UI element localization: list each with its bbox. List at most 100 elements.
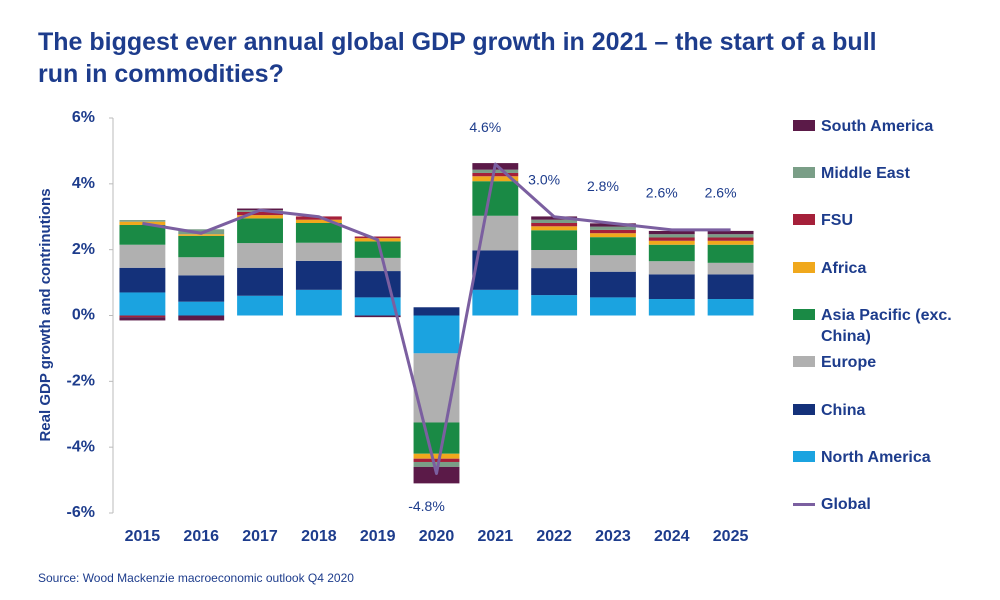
bar-segment: [590, 255, 636, 272]
x-tick-label: 2019: [360, 528, 396, 545]
bar-segment: [590, 226, 636, 230]
legend-label: Global: [821, 496, 871, 513]
bar-segment: [648, 261, 695, 275]
bar-segment: [531, 295, 578, 316]
legend-label: Africa: [821, 260, 867, 277]
bar-segment: [413, 461, 460, 467]
y-tick-label: -4%: [67, 438, 95, 455]
bar-segment: [707, 240, 754, 245]
bar-segment: [472, 181, 519, 216]
bar-segment: [119, 220, 166, 222]
bar-segment: [648, 230, 695, 235]
bar-segment: [354, 241, 401, 258]
bar-segment: [178, 301, 225, 316]
bar-segment: [178, 257, 225, 276]
bar-segment: [295, 223, 342, 243]
bar-segment: [413, 466, 460, 484]
bar-segment: [413, 458, 460, 462]
bar-segment: [472, 176, 519, 182]
legend-label: China: [821, 402, 866, 419]
legend-swatch: [793, 214, 815, 225]
bar-segment: [707, 262, 754, 275]
bar-segment: [531, 223, 578, 227]
bar-segment: [707, 230, 754, 235]
legend-label: Europe: [821, 354, 877, 371]
legend-swatch: [793, 309, 815, 320]
bar-segment: [648, 244, 695, 262]
x-tick-label: 2023: [595, 528, 631, 545]
bar-segment: [119, 224, 166, 245]
bar-segment: [354, 236, 401, 239]
legend-item: Global: [793, 494, 983, 515]
data-label: 4.6%: [469, 119, 501, 135]
legend-swatch: [793, 262, 815, 273]
data-label: 2.6%: [646, 185, 678, 201]
legend-item: Middle East: [793, 163, 983, 184]
x-tick-label: 2024: [654, 528, 690, 545]
bar-segment: [707, 244, 754, 263]
y-tick-label: 4%: [72, 175, 95, 192]
y-tick-label: -6%: [67, 504, 95, 521]
y-axis-label: Real GDP growth and contrinutions: [37, 188, 54, 441]
data-label: -4.8%: [408, 498, 445, 514]
bar-segment: [295, 289, 342, 316]
legend-item: FSU: [793, 210, 983, 231]
legend-swatch: [793, 404, 815, 415]
bar-segment: [590, 233, 636, 238]
x-tick-label: 2022: [536, 528, 572, 545]
bar-segment: [531, 230, 578, 250]
legend-label: South America: [821, 118, 934, 135]
bar-segment: [707, 274, 754, 300]
bar-segment: [295, 242, 342, 261]
legend-label: FSU: [821, 212, 853, 229]
bar-segment: [354, 271, 401, 298]
bar-segment: [648, 237, 695, 241]
bar-segment: [354, 315, 401, 318]
bar-segment: [707, 299, 754, 316]
bar-segment: [295, 260, 342, 290]
bar-segment: [413, 307, 460, 316]
bar-segment: [237, 215, 283, 219]
legend-swatch: [793, 120, 815, 131]
bar-segment: [178, 234, 225, 236]
bar-segment: [531, 226, 578, 231]
bar-segment: [178, 235, 225, 258]
y-tick-label: 2%: [72, 241, 95, 258]
bar-segment: [178, 315, 225, 321]
y-tick-label: 6%: [72, 109, 95, 126]
bar-segment: [531, 268, 578, 296]
data-label: 2.6%: [705, 185, 737, 201]
x-tick-label: 2020: [419, 528, 455, 545]
legend-label: Middle East: [821, 165, 910, 182]
bar-segment: [413, 422, 460, 454]
legend-item: Africa: [793, 258, 983, 279]
bar-segment: [590, 229, 636, 234]
bar-segment: [237, 211, 283, 216]
bar-segment: [178, 275, 225, 302]
bar-segment: [413, 453, 460, 459]
bar-segment: [531, 249, 578, 269]
legend-label: Asia Pacific (exc. China): [821, 307, 952, 345]
x-tick-label: 2025: [713, 528, 749, 545]
bar-segment: [648, 240, 695, 245]
legend-swatch: [793, 503, 815, 506]
bar-segment: [590, 297, 636, 316]
bar-segment: [648, 234, 695, 238]
legend-item: Europe: [793, 352, 983, 373]
legend-item: South America: [793, 116, 983, 137]
bar-segment: [590, 237, 636, 256]
bar-segment: [590, 223, 636, 227]
source: Source: Wood Mackenzie macroeconomic out…: [38, 571, 354, 585]
legend-item: China: [793, 400, 983, 421]
legend-item: Asia Pacific (exc. China): [793, 305, 983, 347]
data-label: 2.8%: [587, 178, 619, 194]
bar-segment: [590, 271, 636, 298]
bar-segment: [237, 243, 283, 268]
bar-segment: [119, 267, 166, 293]
bar-segment: [119, 315, 166, 318]
bar-segment: [237, 267, 283, 296]
x-tick-label: 2021: [478, 528, 514, 545]
x-tick-label: 2017: [242, 528, 278, 545]
